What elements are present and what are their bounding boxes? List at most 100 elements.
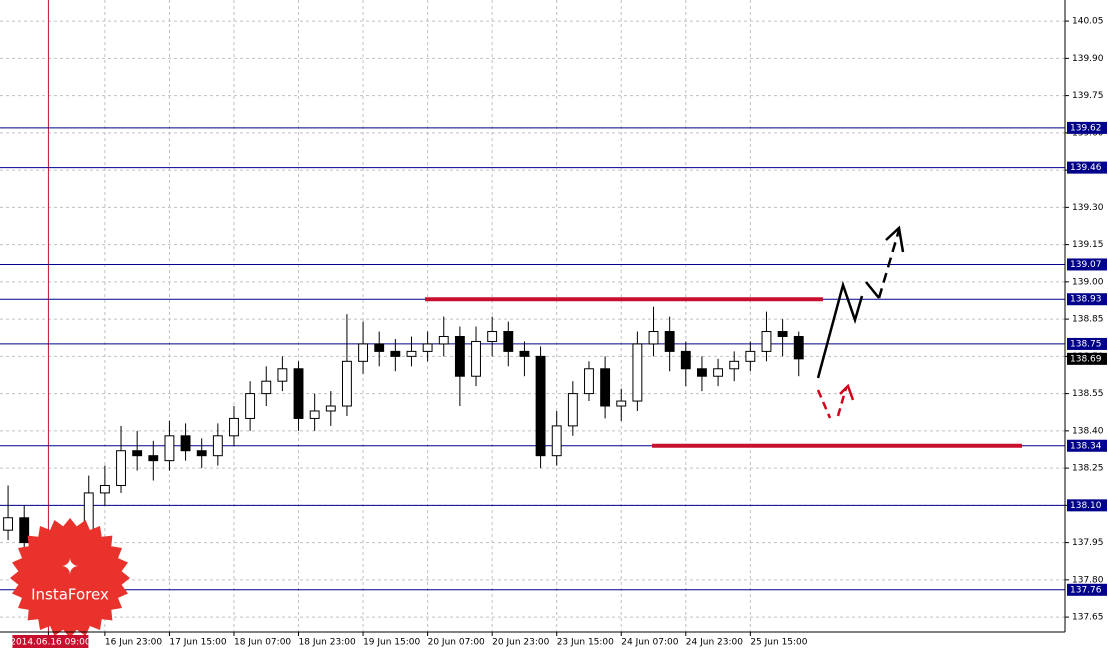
watermark: InstaForex ✦: [10, 518, 130, 638]
y-tick-label: 138.40: [1072, 426, 1104, 436]
candle-body: [229, 417, 239, 437]
candle-body: [19, 517, 30, 544]
candle-body: [567, 393, 578, 427]
x-tick-label: 23 Jun 15:00: [557, 638, 614, 648]
last-price-box: [1067, 352, 1107, 365]
candle-body: [180, 435, 191, 452]
level-label-box: [1067, 583, 1107, 596]
candle-body: [116, 450, 126, 486]
x-label-highlight: [12, 635, 89, 648]
candle-body: [616, 400, 627, 407]
candle-body: [390, 350, 401, 357]
candle-body: [196, 450, 207, 457]
level-label-box: [1067, 258, 1107, 271]
candle-body: [487, 331, 498, 342]
x-tick-label: 25 Jun 15:00: [750, 638, 807, 648]
candle-body: [503, 331, 514, 352]
candle-body: [212, 435, 223, 457]
candle-body: [406, 350, 417, 357]
candle-body: [341, 360, 352, 407]
candle-body: [99, 484, 110, 494]
candle-body: [277, 368, 288, 382]
watermark-text: InstaForex: [31, 586, 109, 604]
arrow-red-down: [816, 389, 832, 419]
candle-body: [325, 405, 336, 412]
candle-body: [454, 335, 465, 377]
x-tick-label: 20 Jun 07:00: [428, 638, 485, 648]
y-tick-label: 139.75: [1072, 91, 1104, 101]
x-tick-label: 17 Jun 15:00: [169, 638, 226, 648]
grid: [0, 0, 1065, 632]
y-tick-label: 138.55: [1072, 389, 1104, 399]
arrow-red-up: [836, 387, 848, 417]
x-tick-label: 16 Jun 23:00: [105, 638, 162, 648]
candle-body: [600, 368, 611, 407]
arrow-head: [885, 225, 905, 253]
y-tick-label: 139.00: [1072, 277, 1104, 287]
level-label-box: [1067, 499, 1107, 512]
candle-body: [680, 350, 691, 370]
level-label-box: [1067, 161, 1107, 174]
x-tick-label: 19 Jun 15:00: [363, 638, 420, 648]
level-label: 139.07: [1070, 260, 1102, 270]
candle-body: [293, 368, 304, 419]
candle-body: [309, 410, 320, 419]
watermark-icon: ✦: [61, 555, 79, 580]
candle-body: [519, 350, 530, 357]
candle-body: [729, 360, 740, 370]
candle-body: [535, 355, 546, 457]
candle-body: [761, 331, 772, 352]
arrow-red-head: [839, 383, 855, 401]
arrow-solid: [816, 280, 864, 379]
candle-body: [632, 343, 643, 402]
level-label: 139.46: [1070, 163, 1102, 173]
y-tick-label: 139.30: [1072, 203, 1104, 213]
candle-body: [713, 368, 724, 377]
level-label: 137.76: [1070, 585, 1102, 595]
y-tick-label: 139.90: [1072, 54, 1104, 64]
y-tick-label: 138.85: [1072, 315, 1104, 325]
candle-body: [745, 350, 756, 362]
levels: [0, 127, 1065, 591]
candle-body: [471, 340, 481, 377]
candle-body: [551, 425, 562, 457]
y-tick-label: 138.25: [1072, 464, 1104, 474]
level-label-box: [1067, 293, 1107, 306]
level-label: 138.75: [1070, 339, 1102, 349]
y-tick-label: 137.65: [1072, 613, 1104, 623]
candle-body: [584, 368, 594, 395]
candle-body: [793, 335, 804, 360]
level-label-box: [1067, 337, 1107, 350]
candle-body: [164, 435, 175, 462]
candle-body: [374, 343, 385, 352]
level-label-box: [1067, 121, 1107, 134]
candle-body: [696, 368, 707, 377]
x-tick-label: 24 Jun 23:00: [686, 638, 743, 648]
candle-body: [132, 450, 143, 457]
candle-body: [438, 335, 449, 345]
y-tick-label: 137.95: [1072, 538, 1104, 548]
x-tick-label: 18 Jun 07:00: [234, 638, 291, 648]
level-label: 138.34: [1070, 441, 1102, 451]
x-tick-label: 24 Jun 07:00: [621, 638, 678, 648]
level-label-box: [1067, 439, 1107, 452]
x-tick-label: 18 Jun 23:00: [299, 638, 356, 648]
candle-body: [261, 380, 272, 395]
last-price-label: 138.69: [1070, 354, 1102, 364]
level-label: 138.10: [1070, 501, 1102, 511]
arrow-segment: [865, 281, 880, 299]
candle-body: [648, 331, 659, 345]
candle-body: [3, 517, 14, 531]
y-tick-label: 140.05: [1072, 17, 1104, 27]
candle-body: [358, 343, 369, 362]
candle-body: [422, 343, 433, 352]
x-tick-label: 2014.06.16 09:00: [10, 638, 91, 648]
arrow-dashed: [877, 229, 901, 299]
level-label: 138.93: [1070, 295, 1102, 305]
x-tick-label: 20 Jun 23:00: [492, 638, 549, 648]
level-label: 139.62: [1070, 123, 1102, 133]
